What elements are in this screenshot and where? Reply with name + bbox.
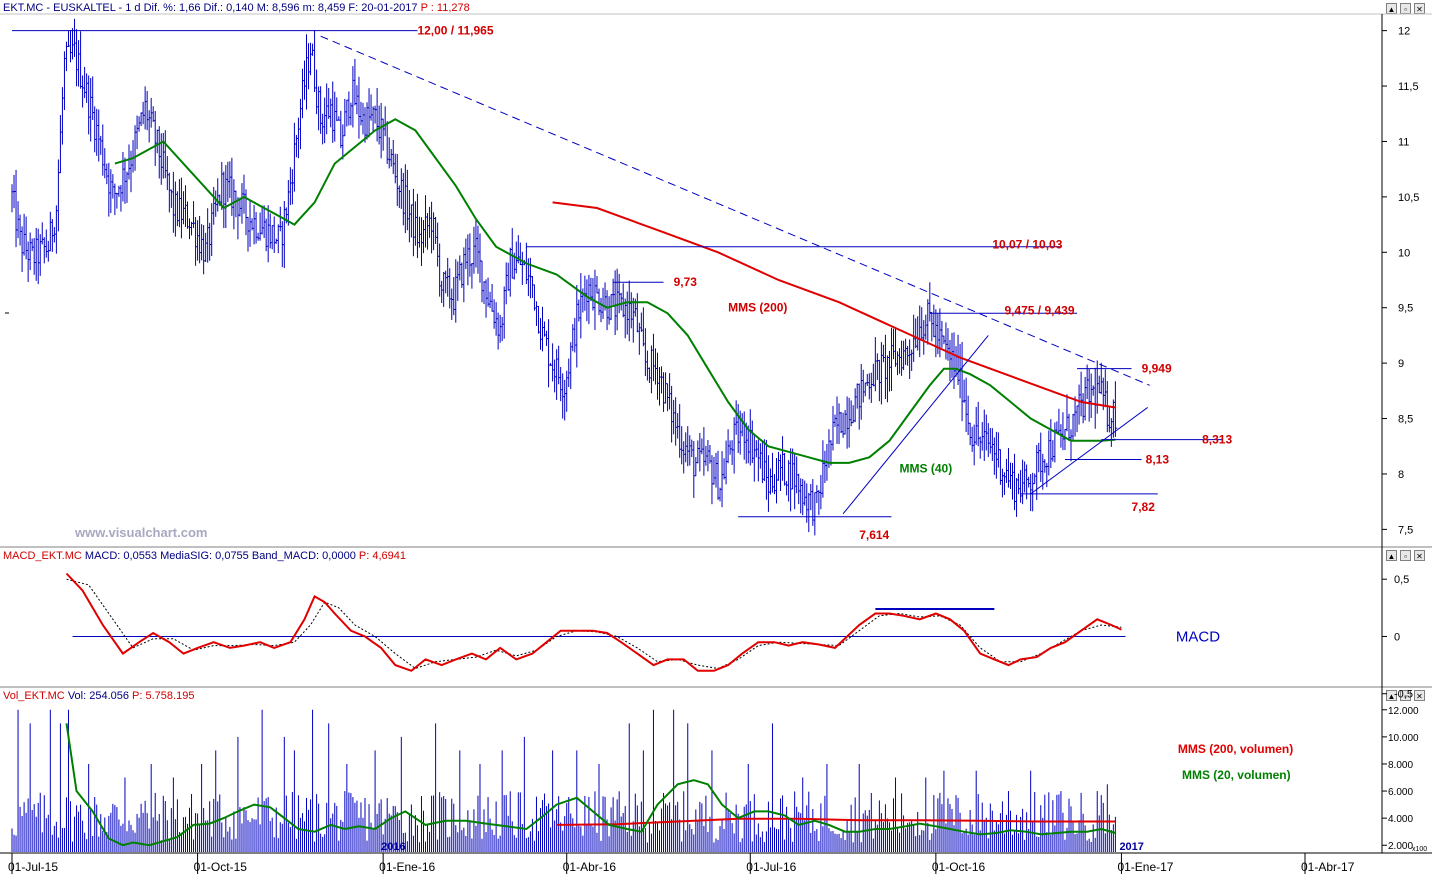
price-y-tick-label: 8 — [1398, 469, 1404, 481]
volume-panel-header: Vol_EKT.MC Vol: 254.056 P: 5.758.195 — [3, 690, 194, 702]
x-axis-tick-label: 01-Oct-15 — [194, 860, 248, 874]
macd-y-tick-label: -0,5 — [1394, 689, 1413, 701]
volume-mms20-line — [65, 723, 1116, 847]
volume-y-tick-label: 8.000 — [1388, 760, 1413, 771]
x-axis-tick-label: 01-Abr-17 — [1301, 860, 1355, 874]
trendline-solid — [1030, 407, 1148, 495]
mms-label: MMS (40) — [900, 461, 953, 475]
macd-y-tick-label: 0,5 — [1394, 574, 1409, 586]
price-y-tick-label: 11,5 — [1398, 81, 1419, 93]
volume-mms-label: MMS (200, volumen) — [1178, 742, 1293, 756]
price-level-label: 7,614 — [859, 528, 889, 542]
mms40-line — [114, 118, 1116, 464]
macd-line — [65, 572, 1122, 672]
x-axis-tick-label: 01-Oct-16 — [932, 860, 986, 874]
price-level-label: 9,475 / 9,439 — [1004, 303, 1074, 317]
volume-panel-up-icon[interactable]: ▲ — [1386, 690, 1397, 701]
price-level-label: 8,313 — [1202, 433, 1232, 447]
volume-y-tick-label: 2.000 — [1388, 841, 1413, 852]
macd-panel: MACD — [65, 572, 1220, 672]
macd-signal-line — [66, 578, 1122, 670]
x-axis-tick-label: 01-Jul-16 — [746, 860, 796, 874]
macd-panel-close-icon[interactable]: ✕ — [1414, 550, 1425, 561]
x-axis-tick-label: 01-Abr-16 — [563, 860, 617, 874]
price-y-tick-label: 12 — [1398, 26, 1410, 38]
price-y-tick-label: 8,5 — [1398, 414, 1413, 426]
trendline-dashed — [320, 35, 1150, 386]
macd-value: MACD: 0,0553 — [84, 550, 158, 562]
volume-unit-label: x100 — [1412, 846, 1427, 853]
price-y-tick-label: 10,5 — [1398, 192, 1419, 204]
macd-y-tick-label: 0 — [1394, 631, 1400, 643]
volume-mms-label: MMS (20, volumen) — [1182, 768, 1291, 782]
macd-signal-value: MediaSIG: 0,0755 — [160, 550, 249, 562]
price-panel: 12,00 / 11,965 9,73 10,07 / 10,03 9,475 / 9… — [11, 18, 1232, 542]
price-y-tick-label: 9 — [1398, 358, 1404, 370]
watermark: www.visualchart.com — [74, 525, 207, 540]
price-y-tick-label: 9,5 — [1398, 303, 1413, 315]
volume-p-value: P: 5.758.195 — [132, 690, 195, 702]
volume-y-tick-label: 4.000 — [1388, 814, 1413, 825]
price-p-value: P : 11,278 — [420, 2, 470, 14]
volume-y-tick-label: 12.000 — [1388, 706, 1419, 717]
trendline-solid — [842, 335, 989, 515]
price-symbol: EKT.MC - EUSKALTEL - 1 d — [3, 2, 141, 14]
price-level-label: 8,13 — [1146, 453, 1170, 467]
price-level-label: 10,07 / 10,03 — [992, 238, 1062, 252]
year-label: 2016 — [381, 841, 405, 853]
volume-y-tick-label: 6.000 — [1388, 787, 1413, 798]
volume-y-tick-label: 10.000 — [1388, 733, 1419, 744]
volume-value: Vol: 254.056 — [67, 690, 129, 702]
macd-label: MACD — [1176, 628, 1220, 645]
volume-panel: MMS (200, volumen) MMS (20, volumen) — [11, 709, 1293, 852]
price-y-tick-label: 7,5 — [1398, 524, 1413, 536]
price-stats: Dif. %: 1,66 Dif.: 0,140 M: 8,596 m: 8,4… — [143, 2, 418, 14]
mms200-line — [552, 201, 1116, 409]
price-level-label: 12,00 / 11,965 — [417, 24, 493, 38]
macd-panel-up-icon[interactable]: ▲ — [1386, 550, 1397, 561]
price-y-tick-label: 10 — [1398, 247, 1410, 259]
price-panel-header: EKT.MC - EUSKALTEL - 1 d Dif. %: 1,66 Di… — [3, 2, 470, 14]
macd-panel-restore-icon[interactable]: ▫ — [1400, 550, 1411, 561]
mms-label: MMS (200) — [728, 301, 787, 315]
volume-mms200-line — [556, 817, 1116, 826]
price-y-tick-label: 11 — [1398, 136, 1409, 148]
macd-band-value: Band_MACD: 0,0000 — [251, 550, 356, 562]
volume-panel-restore-icon[interactable]: ▫ — [1400, 690, 1411, 701]
price-level-label: 9,73 — [674, 275, 698, 289]
volume-indicator-name: Vol_EKT.MC — [3, 690, 65, 702]
x-axis-tick-label: 01-Jul-15 — [8, 860, 58, 874]
year-label: 2017 — [1119, 841, 1143, 853]
macd-indicator-name: MACD_EKT.MC — [3, 550, 82, 562]
macd-panel-header: MACD_EKT.MC MACD: 0,0553 MediaSIG: 0,075… — [3, 550, 406, 562]
x-axis-tick-label: 01-Ene-16 — [379, 860, 435, 874]
price-level-label: 7,82 — [1132, 500, 1156, 514]
x-axis-tick-label: 01-Ene-17 — [1117, 860, 1173, 874]
axes: 7,5 8 8,5 9 9,5 10 10,5 11 11,5 12 -0,5 0 0,5 2.000 4.… — [0, 13, 1432, 874]
price-level-label: 9,949 — [1142, 362, 1172, 376]
macd-p-value: P: 4,6941 — [358, 550, 406, 562]
volume-panel-close-icon[interactable]: ✕ — [1414, 690, 1425, 701]
